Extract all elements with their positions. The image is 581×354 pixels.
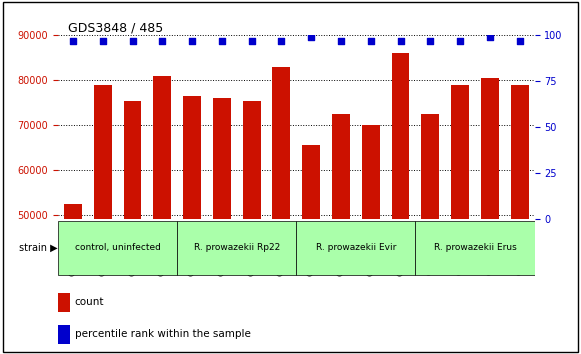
Bar — [58, 293, 70, 312]
Text: R. prowazekii Rp22: R. prowazekii Rp22 — [193, 243, 280, 252]
Bar — [392, 53, 410, 354]
FancyBboxPatch shape — [58, 221, 177, 275]
Text: R. prowazekii Evir: R. prowazekii Evir — [315, 243, 396, 252]
Bar — [481, 78, 498, 354]
Point — [69, 38, 78, 44]
Point — [456, 38, 465, 44]
Bar — [243, 101, 260, 354]
FancyBboxPatch shape — [177, 221, 296, 275]
FancyBboxPatch shape — [415, 221, 535, 275]
Bar — [421, 114, 439, 354]
Point — [277, 38, 286, 44]
Point — [426, 38, 435, 44]
Point — [128, 38, 137, 44]
Text: percentile rank within the sample: percentile rank within the sample — [75, 329, 250, 339]
Bar — [362, 125, 379, 354]
FancyBboxPatch shape — [296, 221, 415, 275]
Point — [188, 38, 197, 44]
Point — [217, 38, 227, 44]
Bar — [511, 85, 529, 354]
Point — [157, 38, 167, 44]
Point — [366, 38, 375, 44]
Bar — [272, 67, 290, 354]
Bar — [153, 76, 171, 354]
Text: control, uninfected: control, uninfected — [75, 243, 160, 252]
Bar — [58, 325, 70, 344]
Bar — [124, 101, 141, 354]
Text: R. prowazekii Erus: R. prowazekii Erus — [433, 243, 517, 252]
Point — [485, 34, 494, 40]
Bar — [183, 96, 201, 354]
Point — [98, 38, 107, 44]
Point — [247, 38, 256, 44]
Text: count: count — [75, 297, 104, 307]
Bar — [94, 85, 112, 354]
Point — [396, 38, 405, 44]
Bar — [302, 145, 320, 354]
Text: strain ▶: strain ▶ — [20, 243, 58, 253]
Bar — [451, 85, 469, 354]
Point — [515, 38, 524, 44]
Text: GDS3848 / 485: GDS3848 / 485 — [67, 21, 163, 34]
Bar — [213, 98, 231, 354]
Bar — [64, 204, 82, 354]
Point — [307, 34, 316, 40]
Bar — [332, 114, 350, 354]
Point — [336, 38, 346, 44]
